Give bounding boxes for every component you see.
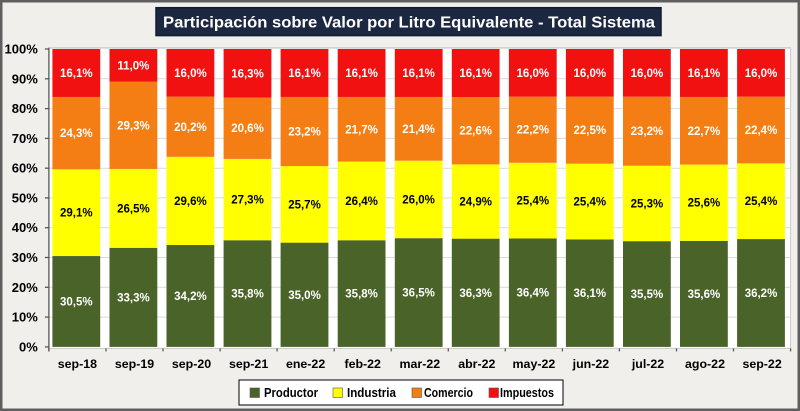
svg-text:60%: 60%	[12, 161, 38, 176]
svg-text:ago-22: ago-22	[685, 357, 725, 371]
svg-text:36,5%: 36,5%	[402, 288, 435, 300]
svg-text:21,7%: 21,7%	[345, 124, 378, 136]
svg-text:sep-21: sep-21	[229, 357, 268, 371]
svg-text:Productor: Productor	[264, 386, 318, 400]
svg-text:40%: 40%	[12, 220, 38, 235]
svg-text:24,3%: 24,3%	[60, 128, 93, 140]
svg-text:35,8%: 35,8%	[345, 289, 378, 301]
svg-text:16,0%: 16,0%	[573, 68, 606, 80]
svg-text:16,1%: 16,1%	[402, 68, 435, 80]
svg-text:23,2%: 23,2%	[631, 126, 664, 138]
svg-text:25,4%: 25,4%	[573, 197, 606, 209]
svg-text:abr-22: abr-22	[458, 357, 495, 371]
svg-text:Comercio: Comercio	[424, 386, 473, 400]
svg-text:90%: 90%	[12, 71, 38, 86]
svg-text:16,0%: 16,0%	[631, 68, 664, 80]
svg-text:36,1%: 36,1%	[573, 288, 606, 300]
svg-text:jun-22: jun-22	[572, 357, 610, 371]
svg-text:20,6%: 20,6%	[231, 123, 264, 135]
svg-text:26,0%: 26,0%	[402, 194, 435, 206]
svg-text:Impuestos: Impuestos	[500, 386, 554, 400]
svg-text:29,6%: 29,6%	[174, 196, 207, 208]
svg-text:22,6%: 22,6%	[459, 126, 492, 138]
svg-text:sep-19: sep-19	[115, 357, 154, 371]
svg-text:16,1%: 16,1%	[688, 68, 721, 80]
svg-text:36,3%: 36,3%	[459, 288, 492, 300]
svg-text:Industria: Industria	[347, 386, 397, 400]
svg-text:25,4%: 25,4%	[516, 196, 549, 208]
svg-text:22,4%: 22,4%	[745, 125, 778, 137]
svg-text:sep-18: sep-18	[58, 357, 97, 371]
svg-text:20%: 20%	[12, 280, 38, 295]
svg-text:29,3%: 29,3%	[117, 120, 150, 132]
svg-text:35,8%: 35,8%	[231, 289, 264, 301]
svg-text:11,0%: 11,0%	[117, 60, 149, 72]
svg-text:16,1%: 16,1%	[60, 68, 93, 80]
svg-text:80%: 80%	[12, 101, 38, 116]
svg-text:22,7%: 22,7%	[688, 126, 721, 138]
svg-text:jul-22: jul-22	[631, 357, 664, 371]
svg-text:16,1%: 16,1%	[345, 68, 378, 80]
svg-text:33,3%: 33,3%	[117, 292, 150, 304]
svg-text:22,2%: 22,2%	[516, 125, 549, 137]
svg-text:16,3%: 16,3%	[231, 68, 264, 80]
svg-text:70%: 70%	[12, 131, 38, 146]
svg-text:35,0%: 35,0%	[288, 290, 321, 302]
svg-text:16,0%: 16,0%	[745, 68, 778, 80]
svg-text:22,5%: 22,5%	[573, 125, 606, 137]
svg-text:25,6%: 25,6%	[688, 198, 721, 210]
svg-text:34,2%: 34,2%	[174, 291, 207, 303]
svg-text:25,3%: 25,3%	[631, 199, 664, 211]
svg-text:50%: 50%	[12, 190, 38, 205]
svg-text:36,4%: 36,4%	[516, 288, 549, 300]
svg-text:29,1%: 29,1%	[60, 208, 93, 220]
svg-text:100%: 100%	[5, 42, 39, 57]
svg-text:may-22: may-22	[513, 357, 556, 371]
svg-text:27,3%: 27,3%	[231, 195, 264, 207]
svg-text:30%: 30%	[12, 250, 38, 265]
svg-text:25,7%: 25,7%	[288, 199, 321, 211]
svg-text:0%: 0%	[19, 339, 38, 354]
svg-text:21,4%: 21,4%	[402, 124, 435, 136]
svg-text:35,5%: 35,5%	[631, 289, 664, 301]
svg-text:35,6%: 35,6%	[688, 289, 721, 301]
svg-text:10%: 10%	[12, 310, 38, 325]
svg-text:sep-22: sep-22	[742, 357, 781, 371]
svg-text:sep-20: sep-20	[172, 357, 211, 371]
svg-text:feb-22: feb-22	[344, 357, 381, 371]
svg-text:16,1%: 16,1%	[459, 68, 492, 80]
svg-text:16,0%: 16,0%	[516, 68, 549, 80]
svg-text:25,4%: 25,4%	[745, 196, 778, 208]
svg-text:26,4%: 26,4%	[345, 196, 378, 208]
svg-text:24,9%: 24,9%	[459, 197, 492, 209]
svg-text:mar-22: mar-22	[399, 357, 440, 371]
svg-text:36,2%: 36,2%	[745, 288, 778, 300]
svg-text:16,0%: 16,0%	[174, 68, 207, 80]
svg-text:26,5%: 26,5%	[117, 203, 150, 215]
svg-text:Participación sobre Valor por: Participación sobre Valor por Litro Equi…	[163, 14, 655, 31]
svg-text:30,5%: 30,5%	[60, 297, 93, 309]
svg-text:20,2%: 20,2%	[174, 122, 207, 134]
svg-text:23,2%: 23,2%	[288, 127, 321, 139]
svg-text:16,1%: 16,1%	[288, 68, 321, 80]
svg-text:ene-22: ene-22	[286, 357, 325, 371]
